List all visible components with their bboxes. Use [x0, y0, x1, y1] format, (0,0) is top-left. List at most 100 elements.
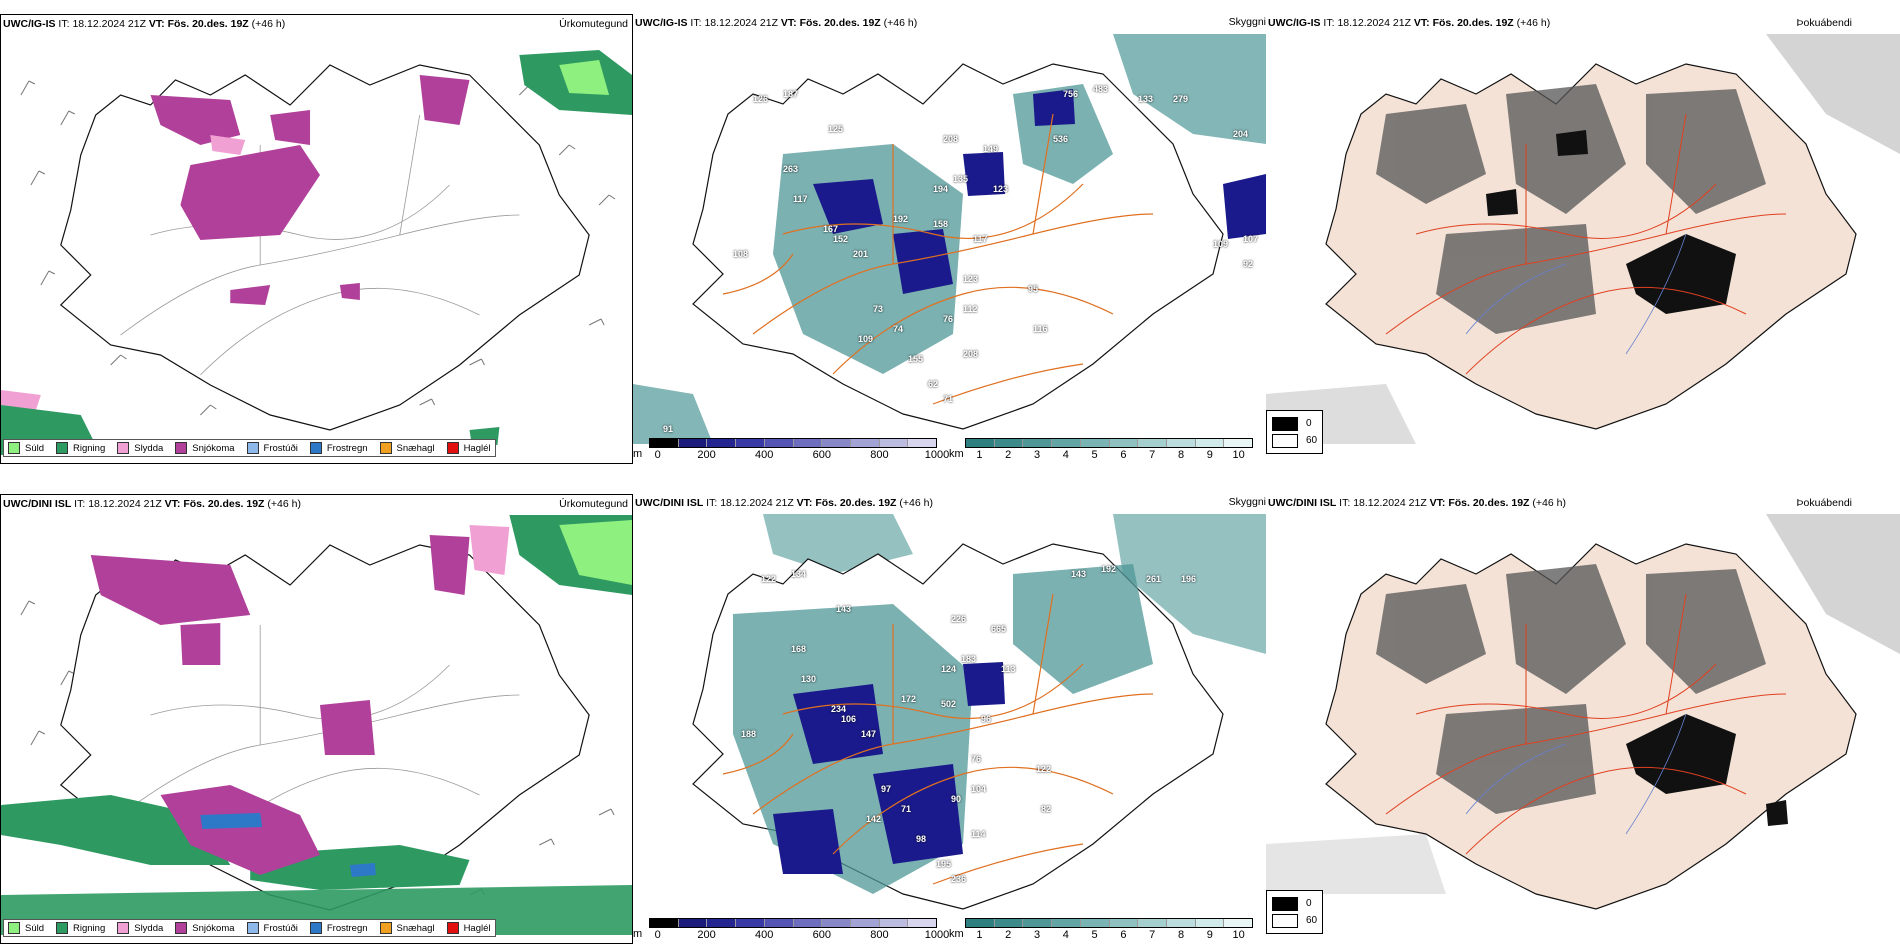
elevation-label: 665	[991, 624, 1007, 634]
visibility-map	[633, 34, 1266, 444]
elevation-label: 122	[761, 574, 777, 584]
colorbar-segment	[1023, 919, 1053, 927]
road-network	[722, 113, 1154, 405]
panel-title: Þokuábendi	[1796, 497, 1852, 509]
elevation-label: 82	[1041, 804, 1052, 814]
colorbar-tick-label: 10	[1232, 929, 1245, 941]
panel-title: Úrkomutegund	[559, 18, 628, 30]
legend-item: Frostregn	[309, 922, 368, 934]
colorbar-segment	[1195, 919, 1225, 927]
colorbar-segment	[994, 439, 1024, 447]
elevation-label: 183	[961, 654, 977, 664]
elevation-label: 208	[943, 134, 959, 144]
elevation-label: 122	[1036, 764, 1052, 774]
colorbar-segment	[1052, 919, 1081, 927]
legend-swatch	[309, 442, 322, 454]
colorbar-tick-label: 600	[812, 449, 831, 461]
colorbar-segment	[966, 439, 995, 447]
elevation-label: 107	[1243, 234, 1259, 244]
legend-swatch	[379, 442, 392, 454]
colorbar-segment	[1080, 919, 1110, 927]
elevation-label: 194	[933, 184, 949, 194]
colorbar-segment	[764, 919, 794, 927]
legend-item: 60	[1272, 432, 1317, 449]
colorbar-tick-label: 800	[870, 929, 889, 941]
precip-legend: Súld Rigning Slydda Snjókoma Frostúði Fr…	[3, 919, 496, 937]
legend-swatch	[175, 922, 188, 934]
elevation-label: 123	[963, 274, 979, 284]
elevation-label: 125	[828, 124, 844, 134]
legend-swatch	[8, 922, 20, 934]
colorbar-tick-label: 200	[697, 929, 716, 941]
elevation-label: 117	[973, 234, 988, 244]
colorbar-tick-label: 400	[755, 929, 774, 941]
legend-swatch	[117, 922, 130, 934]
elevation-label: 168	[791, 644, 807, 654]
elevation-label: 73	[873, 304, 884, 314]
elevation-label: 91	[663, 424, 674, 434]
colorbar-segment	[1109, 439, 1139, 447]
elevation-label: 126	[753, 94, 769, 104]
fog-map	[1266, 34, 1900, 444]
fog-legend: 0 60	[1266, 890, 1324, 934]
visibility-colorbar: 1 2 3 4 5 6 7 8 9 10 km	[949, 918, 1253, 942]
colorbar-tick-label: 3	[1033, 929, 1041, 941]
precip-map	[1, 515, 632, 935]
colorbar-tick-label: 6	[1120, 449, 1127, 461]
precip-type-panel-top: UWC/IG-IS IT: 18.12.2024 21Z VT: Fös. 20…	[0, 14, 633, 464]
panel-header: UWC/DINI ISL IT: 18.12.2024 21Z VT: Fös.…	[635, 497, 933, 509]
fog-indicator-panel-bottom: UWC/DINI ISL IT: 18.12.2024 21Z VT: Fös.…	[1266, 494, 1900, 944]
colorbar-tick-label: 9	[1206, 449, 1213, 461]
drizzle-areas	[559, 60, 610, 95]
colorbar-segment	[1195, 439, 1225, 447]
panel-header: UWC/IG-IS IT: 18.12.2024 21Z VT: Fös. 20…	[635, 17, 918, 29]
road-network	[1385, 113, 1787, 375]
legend-swatch	[175, 442, 188, 454]
legend-swatch	[117, 442, 130, 454]
colorbar-tick-label: 1000	[924, 449, 950, 461]
elevation-label: 158	[933, 219, 949, 229]
legend-item: Haglél	[446, 922, 491, 934]
visibility-colorbar: 1 2 3 4 5 6 7 8 9 10 km	[949, 438, 1253, 462]
elevation-label: 123	[993, 184, 1009, 194]
elevation-label: 263	[783, 164, 799, 174]
elevation-label: 188	[741, 729, 757, 739]
elevation-label: 502	[941, 699, 957, 709]
snowfall-areas	[150, 75, 470, 305]
legend-item: 0	[1272, 895, 1317, 912]
precip-map	[1, 50, 632, 455]
elevation-label: 134	[791, 569, 807, 579]
legend-item: 0	[1272, 415, 1317, 432]
colorbar-segment	[1224, 919, 1253, 927]
colorbar-tick-label: 9	[1206, 929, 1213, 941]
colorbar-tick-label: 1	[976, 449, 983, 461]
panel-header: UWC/DINI ISL IT: 18.12.2024 21Z VT: Fös.…	[3, 498, 301, 510]
colorbar-segment	[850, 439, 880, 447]
elevation-label: 167	[823, 224, 839, 234]
fog-indicator-panel-top: UWC/IG-IS IT: 18.12.2024 21Z VT: Fös. 20…	[1266, 14, 1900, 464]
elevation-label: 195	[936, 859, 952, 869]
legend-swatch	[446, 442, 459, 454]
elevation-label: 279	[1173, 94, 1189, 104]
colorbar-segment	[1224, 439, 1253, 447]
elevation-label: 236	[951, 874, 967, 884]
colorbar-tick-label: 4	[1062, 929, 1069, 941]
elevation-label: 130	[801, 674, 817, 684]
legend-swatch	[56, 442, 69, 454]
colorbar-segment	[850, 919, 880, 927]
legend-swatch	[1272, 896, 1298, 911]
road-network	[1385, 593, 1787, 855]
elevation-label: 109	[858, 334, 874, 344]
legend-item: 60	[1272, 912, 1317, 929]
elevation-label: 71	[901, 804, 912, 814]
colorbar-tick-label: 400	[755, 449, 774, 461]
elevation-label: 124	[941, 664, 957, 674]
colorbar-segment	[908, 439, 937, 447]
elevation-label: 96	[981, 714, 992, 724]
colorbar-tick-label: 800	[870, 449, 889, 461]
colorbar-segment	[793, 919, 823, 927]
legend-swatch	[379, 922, 392, 934]
elevation-label: 108	[733, 249, 749, 259]
elevation-label: 143	[836, 604, 852, 614]
colorbar-segment	[966, 919, 995, 927]
